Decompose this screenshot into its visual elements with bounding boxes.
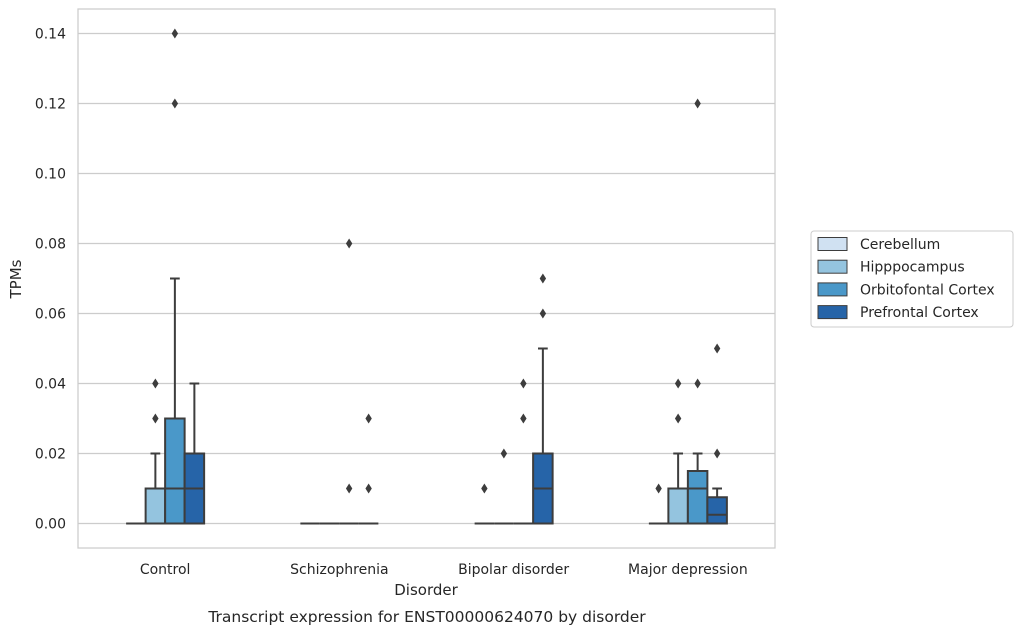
legend-label: Orbitofontal Cortex [860, 282, 995, 298]
legend: Cerebellum Hipppocampus Orbitofontal Corte… [810, 230, 1014, 328]
outlier-point [365, 483, 372, 494]
outlier-point [171, 98, 179, 109]
box-cerebellum [648, 483, 669, 525]
outlier-point [655, 483, 662, 494]
box-body [164, 417, 186, 525]
x-tick-label: Control [140, 562, 191, 578]
x-tick-label: Bipolar disorder [458, 562, 569, 578]
outlier-point [713, 448, 721, 459]
box-hipppocampus [144, 378, 167, 525]
outlier-point [674, 413, 682, 424]
legend-swatch [817, 237, 848, 251]
y-tick-label: 0.10 [35, 167, 66, 183]
box-body [144, 487, 167, 525]
y-tick-label: 0.12 [35, 97, 66, 113]
outlier-point [152, 378, 159, 389]
y-tick-label: 0.02 [35, 447, 66, 463]
x-axis-label: Disorder [394, 581, 458, 599]
outlier-point [674, 378, 682, 389]
outlier-point [345, 483, 353, 494]
outlier-point [365, 413, 372, 424]
y-tick-labels: 0.00 0.02 0.04 0.06 0.08 0.10 0.12 0.14 [35, 27, 66, 533]
outlier-point [539, 273, 547, 284]
legend-frame [810, 230, 1014, 328]
legend-swatch [817, 282, 848, 297]
box-orbitofontal-cortex [339, 238, 359, 525]
x-tick-label: Schizophrenia [290, 562, 388, 578]
outlier-point [481, 483, 488, 494]
y-tick-label: 0.04 [35, 377, 66, 393]
y-tick-label: 0.00 [35, 517, 66, 533]
legend-label: Cerebellum [860, 237, 940, 253]
x-tick-labels: Control Schizophrenia Bipolar disorder Majo… [140, 562, 748, 578]
outlier-point [520, 413, 527, 424]
legend-label: Hipppocampus [860, 260, 965, 276]
legend-label: Prefrontal Cortex [860, 305, 979, 321]
box-body [667, 487, 689, 525]
outlier-point [520, 378, 527, 389]
box-hipppocampus [494, 448, 514, 525]
outlier-point [713, 343, 721, 354]
plot-frame [77, 8, 776, 549]
box-prefrontal-cortex [532, 273, 554, 525]
box-prefrontal-cortex [706, 343, 728, 525]
outlier-point [345, 238, 353, 249]
box-orbitofontal-cortex [513, 378, 534, 525]
box-prefrontal-cortex [183, 382, 206, 525]
boxes [126, 28, 728, 525]
box-cerebellum [474, 483, 495, 525]
box-hipppocampus [667, 378, 689, 525]
y-axis-label: TPMs [7, 259, 25, 299]
y-tick-label: 0.14 [35, 27, 66, 43]
outlier-point [171, 28, 179, 39]
outlier-point [152, 413, 159, 424]
box-prefrontal-cortex [358, 413, 379, 525]
chart-caption: Transcript expression for ENST0000062407… [207, 608, 646, 626]
x-tick-label: Major depression [628, 562, 748, 578]
outlier-point [694, 98, 701, 109]
y-tick-label: 0.08 [35, 237, 66, 253]
outlier-point [694, 378, 701, 389]
box-body [686, 470, 709, 525]
y-tick-label: 0.06 [35, 307, 66, 323]
box-body [706, 496, 728, 525]
outlier-point [539, 308, 547, 319]
legend-swatch [817, 259, 848, 274]
outlier-point [500, 448, 508, 459]
legend-swatch [817, 305, 848, 320]
